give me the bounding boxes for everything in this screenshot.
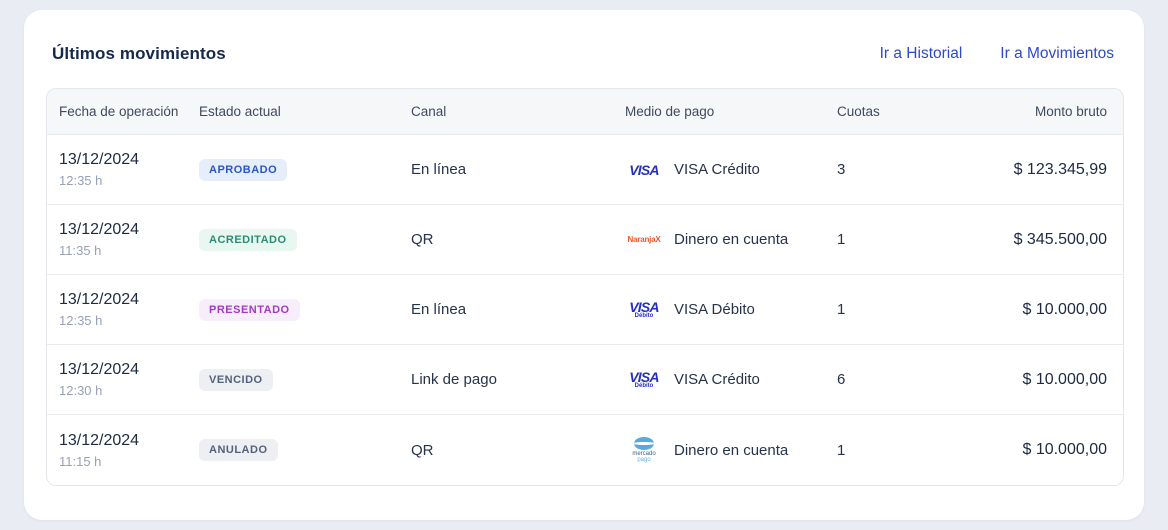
payment-method-cell: VISA VISA Débito NaranjaX mercado pago V…: [625, 161, 837, 178]
operation-date: 13/12/2024: [59, 151, 140, 168]
channel: QR: [411, 441, 434, 459]
gross-amount: $ 10.000,00: [1022, 370, 1107, 388]
naranjax-icon: NaranjaX: [627, 235, 661, 244]
operation-time: 11:35 h: [59, 243, 102, 258]
payment-logo: VISA VISA Débito NaranjaX mercado pago: [625, 235, 663, 244]
movements-table: Fecha de operación Estado actual Canal M…: [46, 88, 1124, 486]
operation-time: 12:35 h: [59, 313, 103, 328]
payment-logo: VISA VISA Débito NaranjaX mercado pago: [625, 370, 663, 389]
installments: 1: [837, 441, 846, 459]
status-badge: APROBADO: [199, 158, 288, 181]
installments: 1: [837, 301, 846, 318]
status-cell: ACREDITADO: [199, 228, 411, 251]
status-cell: VENCIDO: [199, 368, 411, 391]
operation-date-cell: 13/12/2024 12:30 h: [59, 361, 199, 398]
mercadopago-icon: mercado pago: [632, 437, 656, 463]
gross-amount: $ 10.000,00: [1022, 300, 1107, 318]
gross-amount: $ 123.345,99: [1013, 160, 1107, 178]
movements-card: Últimos movimientos Ir a Historial Ir a …: [24, 10, 1144, 520]
status-badge: ANULADO: [199, 439, 278, 461]
link-historial[interactable]: Ir a Historial: [879, 45, 963, 62]
visa-icon: VISA: [629, 161, 659, 178]
operation-time: 11:15 h: [59, 453, 102, 469]
link-movimientos[interactable]: Ir a Movimientos: [1000, 45, 1114, 62]
visa-debito-icon: VISA Débito: [629, 369, 659, 389]
operation-date-cell: 13/12/2024 12:35 h: [59, 151, 199, 188]
table-header-row: Fecha de operación Estado actual Canal M…: [47, 89, 1123, 135]
status-badge: ACREDITADO: [199, 228, 297, 251]
payment-method-cell: VISA VISA Débito NaranjaX mercado pago V…: [625, 370, 837, 389]
operation-time: 12:35 h: [59, 173, 103, 188]
operation-date-cell: 13/12/2024 11:15 h: [59, 432, 199, 469]
operation-date: 13/12/2024: [59, 221, 140, 238]
payment-method-label: VISA Crédito: [674, 371, 760, 388]
payment-logo: VISA VISA Débito NaranjaX mercado pago: [625, 300, 663, 319]
installments: 6: [837, 371, 846, 388]
status-badge: PRESENTADO: [199, 298, 300, 321]
payment-logo: VISA VISA Débito NaranjaX mercado pago: [625, 437, 663, 463]
status-cell: ANULADO: [199, 439, 411, 461]
payment-method-label: Dinero en cuenta: [674, 441, 789, 459]
channel: Link de pago: [411, 371, 497, 388]
gross-amount: $ 10.000,00: [1022, 441, 1107, 458]
channel: QR: [411, 231, 434, 248]
table-row[interactable]: 13/12/2024 11:15 h ANULADO QR VISA VISA …: [47, 415, 1123, 485]
channel: En línea: [411, 301, 467, 318]
card-header: Últimos movimientos Ir a Historial Ir a …: [24, 10, 1144, 88]
channel: En línea: [411, 161, 467, 178]
header-links: Ir a Historial Ir a Movimientos: [880, 45, 1114, 63]
status-badge: VENCIDO: [199, 368, 273, 391]
operation-date: 13/12/2024: [59, 431, 140, 449]
operation-date-cell: 13/12/2024 12:35 h: [59, 291, 199, 328]
payment-method-label: VISA Crédito: [674, 161, 760, 178]
table-row[interactable]: 13/12/2024 11:35 h ACREDITADO QR VISA VI…: [47, 205, 1123, 275]
table-body: 13/12/2024 12:35 h APROBADO En línea VIS…: [47, 135, 1123, 485]
payment-method-cell: VISA VISA Débito NaranjaX mercado pago V…: [625, 300, 837, 319]
installments: 1: [837, 231, 846, 248]
page-title: Últimos movimientos: [52, 44, 226, 63]
table-row[interactable]: 13/12/2024 12:35 h PRESENTADO En línea V…: [47, 275, 1123, 345]
operation-date: 13/12/2024: [59, 361, 140, 378]
status-cell: PRESENTADO: [199, 298, 411, 321]
payment-method-cell: VISA VISA Débito NaranjaX mercado pago D…: [625, 231, 837, 248]
operation-date: 13/12/2024: [59, 291, 140, 308]
table-row[interactable]: 13/12/2024 12:30 h VENCIDO Link de pago …: [47, 345, 1123, 415]
payment-method-label: VISA Débito: [674, 301, 755, 318]
column-header-estado: Estado actual: [199, 104, 281, 119]
payment-logo: VISA VISA Débito NaranjaX mercado pago: [625, 162, 663, 178]
table-row[interactable]: 13/12/2024 12:35 h APROBADO En línea VIS…: [47, 135, 1123, 205]
payment-method-label: Dinero en cuenta: [674, 231, 789, 248]
operation-date-cell: 13/12/2024 11:35 h: [59, 221, 199, 258]
status-cell: APROBADO: [199, 158, 411, 181]
payment-method-cell: VISA VISA Débito NaranjaX mercado pago D…: [625, 437, 837, 463]
gross-amount: $ 345.500,00: [1013, 230, 1107, 248]
column-header-monto: Monto bruto: [1034, 104, 1107, 119]
column-header-fecha: Fecha de operación: [59, 104, 179, 119]
column-header-medio: Medio de pago: [625, 104, 715, 119]
column-header-canal: Canal: [411, 104, 447, 119]
visa-debito-icon: VISA Débito: [629, 299, 659, 319]
operation-time: 12:30 h: [59, 383, 103, 398]
column-header-cuotas: Cuotas: [837, 104, 880, 119]
installments: 3: [837, 161, 846, 178]
